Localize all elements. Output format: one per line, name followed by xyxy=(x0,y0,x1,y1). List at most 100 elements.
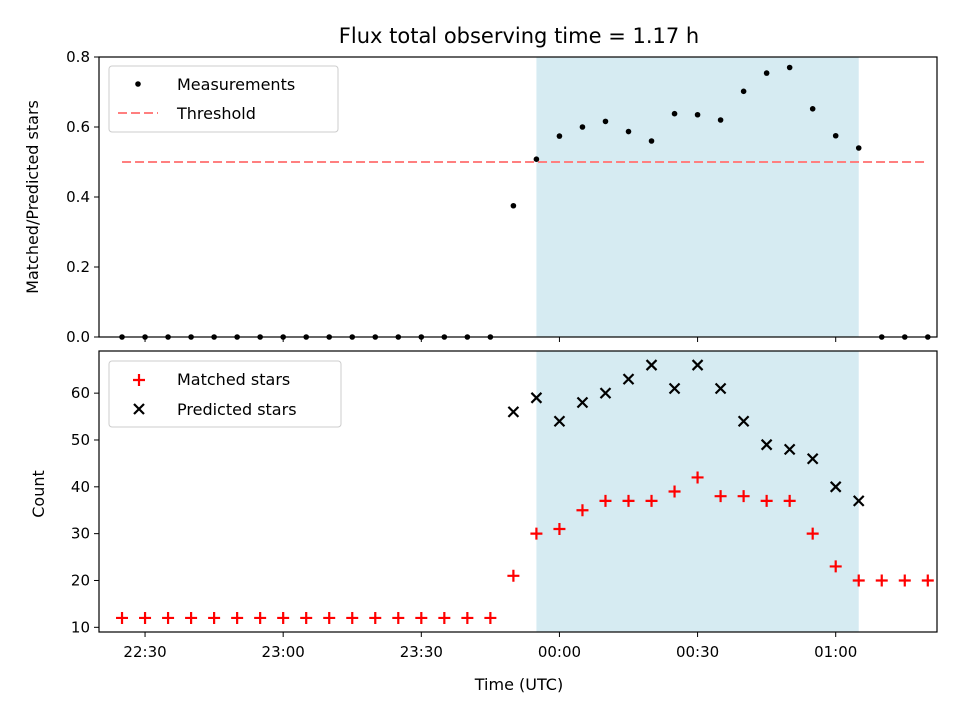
measurement-point xyxy=(533,156,540,162)
x-tick-label: 00:00 xyxy=(538,643,581,661)
top-legend: Measurements Threshold xyxy=(108,65,339,133)
predicted-star-point xyxy=(645,359,658,371)
matched-star-point xyxy=(783,494,796,507)
predicted-star-point xyxy=(668,382,681,395)
observing-window-span xyxy=(536,351,859,632)
measurement-point xyxy=(763,70,770,76)
measurement-point xyxy=(556,133,563,139)
matched-star-point xyxy=(898,574,911,587)
matched-star-point xyxy=(852,574,865,587)
matched-star-point xyxy=(691,471,704,484)
matched-star-point xyxy=(553,522,566,535)
observing-window-span xyxy=(536,57,859,337)
y-tick-label: 10 xyxy=(71,618,90,636)
bottom-axes: 10 20 30 40 50 60 22:30 23:00 23:30 00:00 00:30 01:… xyxy=(71,350,938,661)
plot-frame xyxy=(98,350,938,633)
predicted-star-point xyxy=(829,481,842,493)
predicted-star-point xyxy=(737,415,750,428)
y-tick-label: 20 xyxy=(71,571,90,589)
y-tick-label: 0.6 xyxy=(66,118,90,136)
x-tick-label: 23:30 xyxy=(400,643,443,661)
chart-title: Flux total observing time = 1.17 h xyxy=(339,24,699,48)
measurement-point xyxy=(602,118,609,125)
legend-predicted-marker xyxy=(133,403,145,415)
top-ylabel: Matched/Predicted stars xyxy=(23,100,42,294)
matched-star-point xyxy=(461,611,474,624)
matched-star-point xyxy=(116,611,129,624)
measurement-point xyxy=(786,64,793,71)
xlabel: Time (UTC) xyxy=(474,675,563,694)
legend-measurements-marker xyxy=(135,81,141,87)
measurement-point xyxy=(717,117,724,123)
predicted-star-point xyxy=(691,359,704,371)
measurement-point xyxy=(671,110,678,117)
count-points xyxy=(116,359,934,624)
measurement-point xyxy=(625,128,632,135)
y-tick-label: 0.0 xyxy=(66,328,90,346)
x-tick-label: 00:30 xyxy=(676,643,719,661)
matched-star-point xyxy=(599,494,612,507)
matched-star-point xyxy=(875,574,888,587)
measurement-point xyxy=(832,132,839,139)
measurement-point xyxy=(855,145,862,151)
predicted-star-point xyxy=(714,382,727,395)
matched-star-point xyxy=(139,611,152,624)
legend-measurements-label: Measurements xyxy=(177,75,295,94)
star-count-panel: 10 20 30 40 50 60 22:30 23:00 23:30 00:00 00:30 01:… xyxy=(29,350,938,694)
matched-star-point xyxy=(668,485,681,498)
y-tick-label: 60 xyxy=(71,384,90,402)
x-tick-label: 22:30 xyxy=(123,643,166,661)
x-tick-label: 01:00 xyxy=(814,643,857,661)
measurement-point xyxy=(694,111,701,118)
matched-star-point xyxy=(185,611,198,624)
y-tick-label: 50 xyxy=(71,431,90,449)
y-tick-label: 0.2 xyxy=(66,258,90,276)
predicted-star-point xyxy=(530,392,543,404)
legend-threshold-label: Threshold xyxy=(176,104,256,123)
x-tick-label: 23:00 xyxy=(262,643,305,661)
predicted-star-point xyxy=(553,415,566,428)
matched-star-point xyxy=(162,611,175,624)
measurement-point xyxy=(648,138,655,144)
matched-star-point xyxy=(300,611,313,624)
matched-star-point xyxy=(323,611,336,624)
legend-predicted-label: Predicted stars xyxy=(177,400,297,419)
matched-star-point xyxy=(921,574,934,587)
measurement-point xyxy=(510,202,517,209)
matched-star-point xyxy=(415,611,428,624)
matched-star-point xyxy=(369,611,382,624)
predicted-star-point xyxy=(806,452,819,465)
predicted-star-point xyxy=(599,387,612,399)
predicted-star-point xyxy=(576,396,589,409)
matched-star-point xyxy=(208,611,221,624)
y-tick-label: 0.4 xyxy=(66,188,90,206)
matched-star-point xyxy=(530,527,543,540)
matched-star-point xyxy=(645,494,658,507)
y-tick-label: 40 xyxy=(71,478,90,496)
matched-star-point xyxy=(737,490,750,503)
matched-star-point xyxy=(714,490,727,503)
legend-matched-label: Matched stars xyxy=(177,370,290,389)
matched-star-point xyxy=(576,504,589,517)
y-tick-label: 30 xyxy=(71,525,90,543)
predicted-star-point xyxy=(622,373,635,385)
measurement-point xyxy=(740,88,747,95)
predicted-star-point xyxy=(507,406,520,418)
matched-star-point xyxy=(484,611,497,624)
predicted-star-point xyxy=(760,438,773,451)
matched-star-point xyxy=(507,569,520,582)
predicted-star-point xyxy=(783,443,796,456)
matched-star-point xyxy=(438,611,451,624)
legend-matched-marker xyxy=(133,374,145,386)
flux-ratio-panel: 0.00.20.40.60.8 Matched/Predicted stars … xyxy=(23,48,938,346)
predicted-star-point xyxy=(852,495,865,507)
y-tick-label: 0.8 xyxy=(66,48,90,66)
bottom-legend: Matched stars Predicted stars xyxy=(108,360,342,428)
matched-star-point xyxy=(760,494,773,507)
measurement-point xyxy=(809,106,816,112)
matched-star-point xyxy=(829,560,842,573)
matched-star-point xyxy=(622,494,635,507)
matched-star-point xyxy=(231,611,244,624)
measurement-point xyxy=(579,124,586,130)
